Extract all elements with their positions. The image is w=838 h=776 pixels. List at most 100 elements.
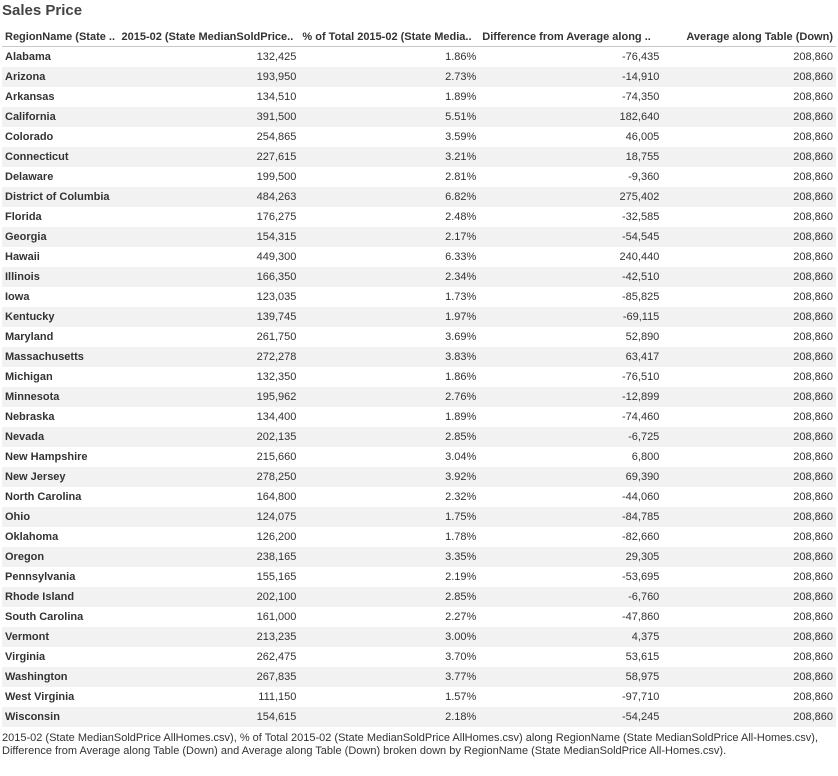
- median-sold-price-cell: 126,200: [256, 531, 297, 543]
- region-cell[interactable]: West Virginia: [5, 691, 75, 703]
- region-cell[interactable]: Minnesota: [2, 387, 119, 407]
- average-cell: 208,860: [793, 411, 833, 423]
- table-row: Ohio 124,075 1.75% -84,785 208,860: [2, 507, 836, 527]
- table-row: Alabama 132,425 1.86% -76,435 208,860: [2, 47, 836, 68]
- table-row: Wisconsin 154,615 2.18% -54,245 208,860: [2, 707, 836, 727]
- percent-of-total-cell: 6.33%: [445, 251, 477, 263]
- region-cell[interactable]: Iowa: [5, 291, 30, 303]
- median-sold-price-cell: 154,315: [118, 227, 300, 247]
- median-sold-price-cell: 202,100: [118, 587, 300, 607]
- region-cell[interactable]: Arizona: [2, 67, 119, 87]
- region-cell[interactable]: Washington: [2, 667, 119, 687]
- region-cell[interactable]: Nevada: [2, 427, 119, 447]
- median-sold-price-cell: 254,865: [256, 131, 297, 143]
- region-cell[interactable]: Oklahoma: [5, 531, 59, 543]
- region-cell[interactable]: Vermont: [2, 627, 119, 647]
- region-cell[interactable]: New Hampshire: [5, 451, 88, 463]
- median-sold-price-cell: 161,000: [256, 611, 297, 623]
- region-cell[interactable]: Georgia: [2, 227, 119, 247]
- region-cell[interactable]: Pennsylvania: [5, 571, 76, 583]
- region-cell[interactable]: Illinois: [2, 267, 119, 287]
- region-cell[interactable]: Oregon: [2, 547, 119, 567]
- region-cell[interactable]: Ohio: [2, 507, 119, 527]
- percent-of-total-cell: 2.81%: [445, 171, 477, 183]
- table-row: North Carolina 164,800 2.32% -44,060 208,860: [2, 487, 836, 507]
- median-sold-price-cell: 202,135: [118, 427, 300, 447]
- region-cell[interactable]: North Carolina: [5, 491, 82, 503]
- average-cell: 208,860: [662, 267, 836, 287]
- table-row: Massachusetts 272,278 3.83% 63,417 208,860: [2, 347, 836, 367]
- average-cell: 208,860: [662, 707, 836, 727]
- region-cell[interactable]: District of Columbia: [2, 187, 119, 207]
- table-row: Vermont 213,235 3.00% 4,375 208,860: [2, 627, 836, 647]
- percent-of-total-cell: 1.89%: [445, 91, 477, 103]
- column-header-percent-of-total[interactable]: % of Total 2015-02 (State Media..: [299, 27, 480, 47]
- region-cell[interactable]: Michigan: [5, 371, 53, 383]
- table-body: Alabama 132,425 1.86% -76,435 208,860 Arizona…: [2, 47, 836, 727]
- median-sold-price-cell: 124,075: [118, 507, 300, 527]
- region-cell[interactable]: Virginia: [5, 651, 46, 663]
- median-sold-price-cell: 154,615: [118, 707, 300, 727]
- average-cell: 208,860: [662, 627, 836, 647]
- region-cell[interactable]: Kentucky: [2, 307, 119, 327]
- region-cell[interactable]: Hawaii: [5, 251, 40, 263]
- region-cell[interactable]: Rhode Island: [2, 587, 119, 607]
- average-cell: 208,860: [793, 251, 833, 263]
- region-cell[interactable]: Massachusetts: [2, 347, 119, 367]
- median-sold-price-cell: 164,800: [256, 491, 297, 503]
- table-row: California 391,500 5.51% 182,640 208,860: [2, 107, 836, 127]
- difference-from-average-cell: -47,860: [622, 611, 660, 623]
- average-cell: 208,860: [662, 587, 836, 607]
- table-row: Oklahoma 126,200 1.78% -82,660 208,860: [2, 527, 836, 547]
- average-cell: 208,860: [793, 371, 833, 383]
- percent-of-total-cell: 2.85%: [299, 587, 480, 607]
- table-row: Maryland 261,750 3.69% 52,890 208,860: [2, 327, 836, 347]
- column-header-average[interactable]: Average along Table (Down): [662, 27, 836, 47]
- difference-from-average-cell: 240,440: [619, 251, 660, 263]
- table-row: South Carolina 161,000 2.27% -47,860 208,860: [2, 607, 836, 627]
- difference-from-average-cell: -9,360: [628, 171, 660, 183]
- difference-from-average-cell: -74,460: [622, 411, 660, 423]
- average-cell: 208,860: [793, 611, 833, 623]
- table-row: Michigan 132,350 1.86% -76,510 208,860: [2, 367, 836, 387]
- region-cell[interactable]: Wisconsin: [2, 707, 119, 727]
- column-header-difference-from-average[interactable]: Difference from Average along ..: [479, 27, 663, 47]
- table-row: Florida 176,275 2.48% -32,585 208,860: [2, 207, 836, 227]
- region-cell[interactable]: Florida: [5, 211, 42, 223]
- percent-of-total-cell: 1.78%: [445, 531, 477, 543]
- view-title: Sales Price: [2, 2, 83, 19]
- column-header-region[interactable]: RegionName (State ..: [2, 27, 119, 47]
- difference-from-average-cell: -14,910: [479, 67, 663, 87]
- median-sold-price-cell: 484,263: [118, 187, 300, 207]
- region-cell[interactable]: South Carolina: [5, 611, 84, 623]
- percent-of-total-cell: 1.57%: [445, 691, 477, 703]
- difference-from-average-cell: -53,695: [622, 571, 660, 583]
- median-sold-price-cell: 272,278: [118, 347, 300, 367]
- median-sold-price-cell: 132,350: [256, 371, 297, 383]
- column-header-median-sold-price[interactable]: 2015-02 (State MedianSoldPrice..: [118, 27, 300, 47]
- region-cell[interactable]: Nebraska: [5, 411, 55, 423]
- region-cell[interactable]: Connecticut: [2, 147, 119, 167]
- average-cell: 208,860: [662, 187, 836, 207]
- table-row: Kentucky 139,745 1.97% -69,115 208,860: [2, 307, 836, 327]
- region-cell[interactable]: California: [2, 107, 119, 127]
- average-cell: 208,860: [662, 387, 836, 407]
- table-row: Minnesota 195,962 2.76% -12,899 208,860: [2, 387, 836, 407]
- region-cell[interactable]: Arkansas: [5, 91, 55, 103]
- region-cell[interactable]: Colorado: [5, 131, 54, 143]
- average-cell: 208,860: [662, 507, 836, 527]
- average-cell: 208,860: [793, 171, 833, 183]
- percent-of-total-cell: 3.69%: [445, 331, 477, 343]
- table-row: Iowa 123,035 1.73% -85,825 208,860: [2, 287, 836, 307]
- median-sold-price-cell: 238,165: [118, 547, 300, 567]
- region-cell[interactable]: Alabama: [5, 51, 51, 63]
- median-sold-price-cell: 213,235: [118, 627, 300, 647]
- region-cell[interactable]: New Jersey: [2, 467, 119, 487]
- difference-from-average-cell: 4,375: [479, 627, 663, 647]
- region-cell[interactable]: Delaware: [5, 171, 54, 183]
- table-row: Arkansas 134,510 1.89% -74,350 208,860: [2, 87, 836, 107]
- table-row: New Hampshire 215,660 3.04% 6,800 208,860: [2, 447, 836, 467]
- percent-of-total-cell: 3.70%: [445, 651, 477, 663]
- percent-of-total-cell: 1.73%: [445, 291, 477, 303]
- region-cell[interactable]: Maryland: [5, 331, 54, 343]
